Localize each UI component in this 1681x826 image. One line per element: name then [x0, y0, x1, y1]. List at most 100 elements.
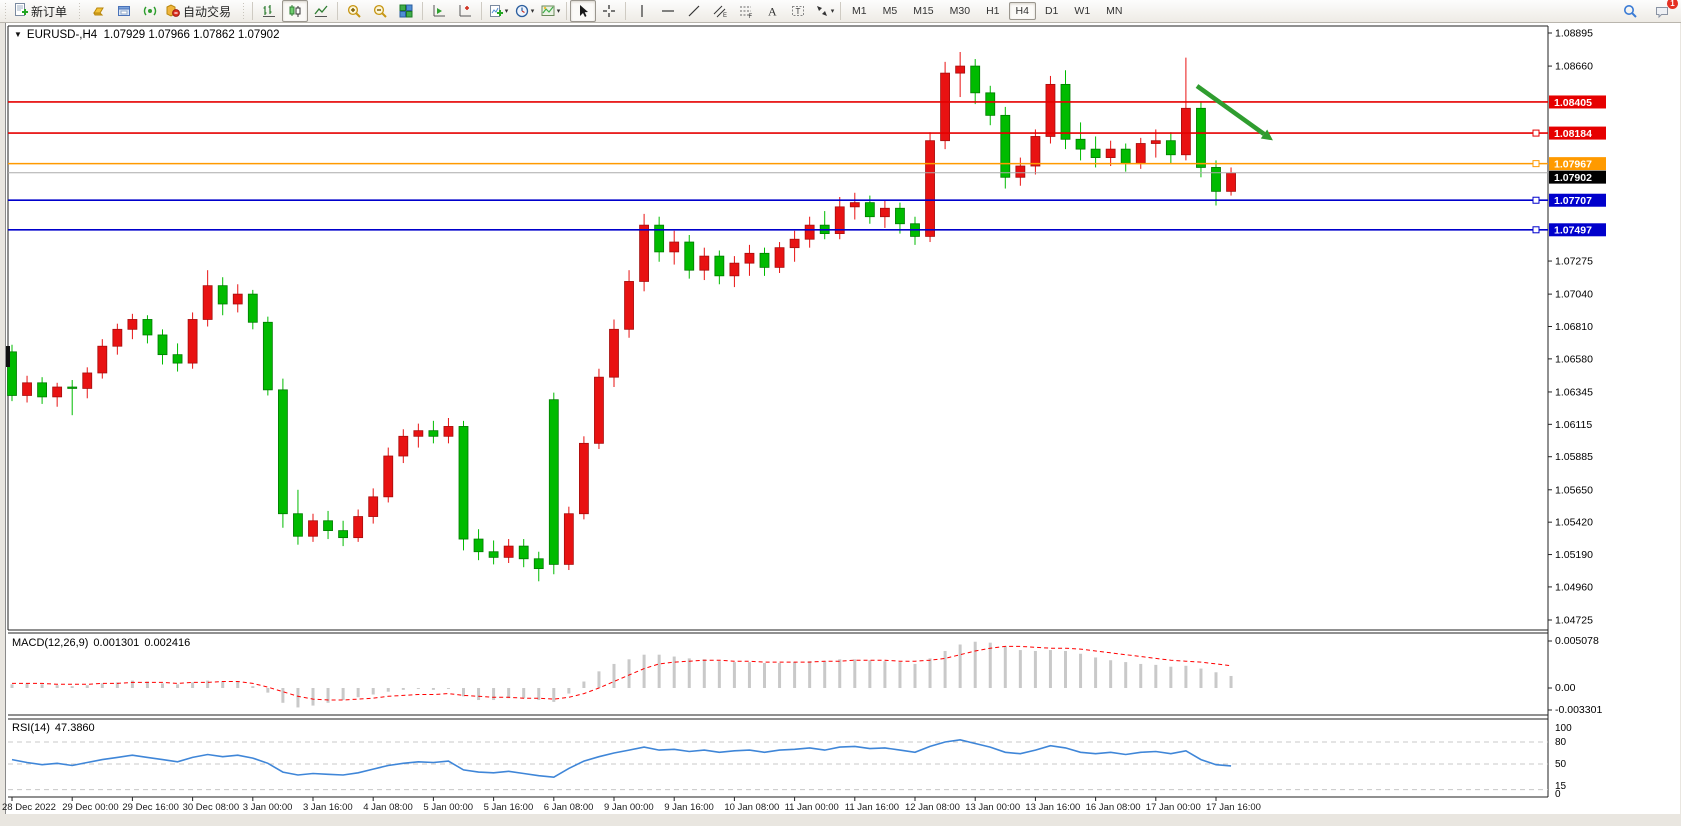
rsi-axis-label: 80	[1555, 737, 1567, 748]
gold-ingot-icon-button[interactable]	[85, 0, 111, 22]
candle	[1060, 83, 1071, 140]
line-chart-mode-button[interactable]	[308, 0, 334, 22]
timeframe-m30[interactable]: M30	[949, 5, 971, 17]
text-tool-button[interactable]: A	[759, 0, 785, 22]
new-chart-button[interactable]: ▾	[485, 0, 511, 22]
label-tool-button[interactable]: T	[785, 0, 811, 22]
timeframe-m1[interactable]: M1	[852, 5, 867, 17]
candle	[338, 530, 349, 539]
new-order-button[interactable]: 新订单	[11, 0, 74, 22]
chart-title[interactable]: ▼ EURUSD-,H4 1.07929 1.07966 1.07862 1.07…	[14, 29, 279, 41]
time-label: 3 Jan 00:00	[243, 802, 293, 813]
candle	[895, 207, 905, 225]
auto-scroll-icon-button[interactable]	[426, 0, 452, 22]
price-label-box	[1549, 126, 1606, 140]
candle	[714, 255, 725, 277]
chevron-down-icon[interactable]: ▼	[14, 30, 22, 39]
channel-letter: E	[723, 13, 727, 19]
candle	[1135, 143, 1146, 164]
clipped-candle	[6, 346, 10, 367]
templates-button[interactable]: ▾	[537, 0, 563, 22]
timeframe-group: M1 M5 M15 M30 H1 H4 D1 W1 MN	[844, 2, 1130, 20]
candle	[518, 545, 529, 560]
window-bottom-frame	[0, 814, 1681, 826]
trend-arrow-head[interactable]	[1260, 129, 1273, 141]
timeframe-h1[interactable]: H1	[986, 5, 1000, 17]
time-label: 17 Jan 16:00	[1206, 802, 1261, 813]
timeframe-w1[interactable]: W1	[1074, 5, 1091, 17]
signals-icon-button[interactable]	[137, 0, 163, 22]
channel-tool-button[interactable]: E	[707, 0, 733, 22]
candle	[1105, 148, 1116, 158]
candle	[729, 262, 740, 277]
chevron-down-icon: ▾	[530, 8, 535, 15]
horizontal-line-tool-button[interactable]	[655, 0, 681, 22]
time-label: 6 Jan 08:00	[544, 802, 594, 813]
candle	[579, 442, 589, 515]
trendline-tool-button[interactable]	[681, 0, 707, 22]
candle	[1150, 140, 1161, 144]
time-label: 28 Dec 2022	[2, 802, 56, 813]
line-handle[interactable]	[1532, 160, 1540, 168]
time-label: 17 Jan 00:00	[1146, 802, 1201, 813]
candle	[1075, 138, 1086, 150]
fibonacci-tool-button[interactable]: F	[733, 0, 759, 22]
period-clock-button[interactable]: ▾	[511, 0, 537, 22]
candle	[308, 520, 318, 537]
price-tick-label: 1.05885	[1555, 451, 1593, 463]
price-tick-label: 1.05190	[1555, 549, 1593, 561]
candle	[699, 255, 710, 271]
chart-shift-icon-button[interactable]	[452, 0, 478, 22]
timeframe-m5[interactable]: M5	[882, 5, 898, 17]
candle	[1000, 114, 1011, 178]
price-label: 1.08405	[1554, 97, 1592, 109]
price-tick-label: 1.07275	[1555, 256, 1593, 268]
main-toolbar: 新订单 自动交易	[0, 0, 1681, 23]
cursor-tool-button[interactable]	[570, 0, 597, 22]
candle	[744, 252, 755, 264]
candle	[1181, 107, 1191, 156]
macd-axis-label: -0.003301	[1555, 704, 1602, 716]
trend-arrow[interactable]	[1195, 84, 1266, 136]
candlestick-mode-button[interactable]	[282, 0, 309, 22]
price-label: 1.07967	[1554, 158, 1592, 170]
market-window-icon-button[interactable]	[111, 0, 137, 22]
timeframe-d1[interactable]: D1	[1044, 5, 1059, 17]
tile-windows-icon-button[interactable]	[393, 0, 419, 22]
timeframe-m15[interactable]: M15	[913, 5, 934, 17]
vertical-line-tool-button[interactable]	[629, 0, 655, 22]
time-label: 11 Jan 16:00	[845, 802, 899, 813]
zoom-in-icon-button[interactable]	[341, 0, 367, 22]
crosshair-tool-button[interactable]	[596, 0, 622, 22]
search-icon-button[interactable]	[1617, 0, 1643, 22]
candle	[609, 328, 619, 378]
timeframe-h4[interactable]: H4	[1008, 2, 1036, 20]
toolbar-grip[interactable]	[241, 3, 249, 19]
time-label: 16 Jan 08:00	[1086, 802, 1141, 813]
candle	[1211, 167, 1221, 192]
price-tick-label: 1.08660	[1555, 61, 1593, 73]
bar-chart-mode-button[interactable]	[256, 0, 282, 22]
line-handle[interactable]	[1532, 129, 1540, 137]
candle	[157, 334, 168, 356]
macd-axis-label: 0.00	[1555, 682, 1576, 694]
candle	[7, 351, 17, 396]
candle	[503, 545, 514, 558]
toolbar-grip[interactable]	[3, 3, 10, 19]
symbol-period-label: EURUSD-,H4	[26, 29, 98, 41]
auto-trading-button[interactable]: 自动交易	[163, 0, 238, 22]
line-handle[interactable]	[1532, 196, 1540, 204]
candle	[67, 386, 78, 389]
arrows-tool-button[interactable]: ▾	[811, 0, 837, 22]
price-label: 1.07497	[1554, 225, 1592, 237]
price-tick-label: 1.06580	[1555, 353, 1593, 365]
toolbar-grip[interactable]	[77, 3, 85, 19]
zoom-out-icon-button[interactable]	[367, 0, 393, 22]
candle	[52, 386, 63, 398]
auto-trading-label: 自动交易	[183, 4, 232, 19]
timeframe-mn[interactable]: MN	[1106, 5, 1123, 17]
time-label: 13 Jan 16:00	[1025, 802, 1080, 813]
notifications-chat-button[interactable]: 1	[1649, 0, 1678, 22]
line-handle[interactable]	[1532, 226, 1540, 234]
